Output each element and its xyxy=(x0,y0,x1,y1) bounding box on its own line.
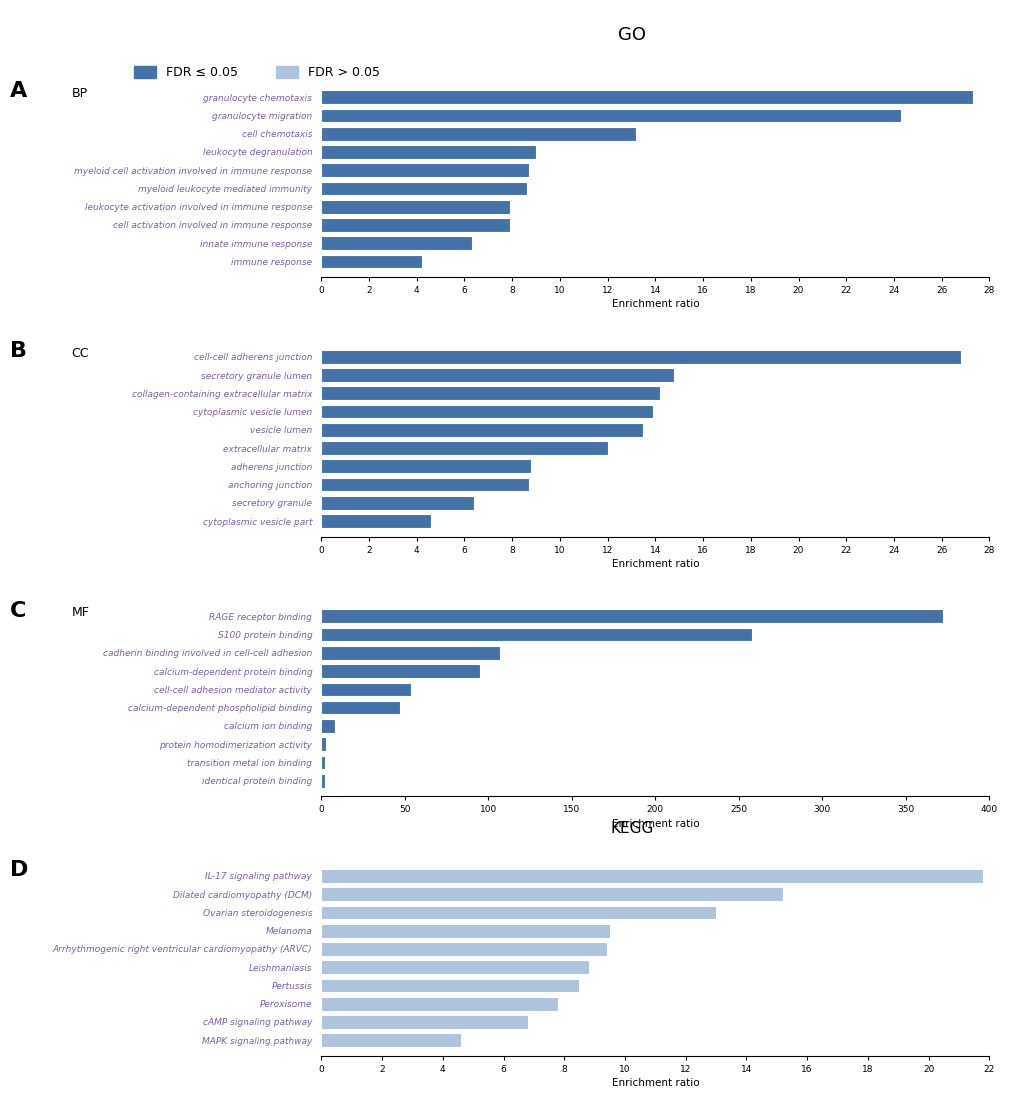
Bar xyxy=(321,109,900,122)
Text: CC: CC xyxy=(71,346,89,360)
Bar xyxy=(321,1033,461,1047)
Bar xyxy=(321,905,715,920)
Bar xyxy=(321,719,334,733)
Bar xyxy=(321,422,643,437)
X-axis label: Enrichment ratio: Enrichment ratio xyxy=(611,1078,698,1088)
Bar xyxy=(321,386,659,400)
Bar xyxy=(321,682,411,696)
Bar xyxy=(321,182,526,196)
Bar xyxy=(321,441,607,455)
Bar xyxy=(321,254,421,268)
Bar xyxy=(321,756,325,769)
Bar xyxy=(321,737,326,751)
Text: BP: BP xyxy=(71,87,88,100)
Bar xyxy=(321,609,942,624)
Bar xyxy=(321,924,609,937)
Bar xyxy=(321,960,588,975)
X-axis label: Enrichment ratio: Enrichment ratio xyxy=(611,818,698,828)
Legend: FDR ≤ 0.05, FDR > 0.05: FDR ≤ 0.05, FDR > 0.05 xyxy=(128,62,385,85)
Bar xyxy=(321,218,510,232)
Bar xyxy=(321,773,324,788)
Bar xyxy=(321,942,606,956)
Bar xyxy=(321,90,972,104)
Bar xyxy=(321,997,557,1011)
Bar xyxy=(321,496,474,509)
Bar xyxy=(321,368,674,382)
Text: GO: GO xyxy=(618,26,646,44)
Bar xyxy=(321,477,529,492)
Text: MF: MF xyxy=(71,606,90,619)
Text: A: A xyxy=(10,81,28,101)
X-axis label: Enrichment ratio: Enrichment ratio xyxy=(611,559,698,569)
Bar xyxy=(321,405,652,418)
Bar xyxy=(321,145,536,158)
Text: D: D xyxy=(10,860,29,880)
Bar xyxy=(321,646,499,660)
Bar xyxy=(321,1015,527,1028)
Bar xyxy=(321,869,982,883)
Text: B: B xyxy=(10,341,28,361)
Bar xyxy=(321,126,636,141)
Bar xyxy=(321,628,751,641)
Bar xyxy=(321,460,531,473)
Text: C: C xyxy=(10,601,26,620)
Bar xyxy=(321,350,960,364)
Bar xyxy=(321,888,783,901)
Bar xyxy=(321,200,510,213)
Bar xyxy=(321,514,431,528)
Bar xyxy=(321,236,471,250)
Bar xyxy=(321,701,399,715)
Bar xyxy=(321,163,529,177)
Text: KEGG: KEGG xyxy=(610,821,653,836)
X-axis label: Enrichment ratio: Enrichment ratio xyxy=(611,299,698,309)
Bar xyxy=(321,979,579,992)
Bar xyxy=(321,664,480,678)
